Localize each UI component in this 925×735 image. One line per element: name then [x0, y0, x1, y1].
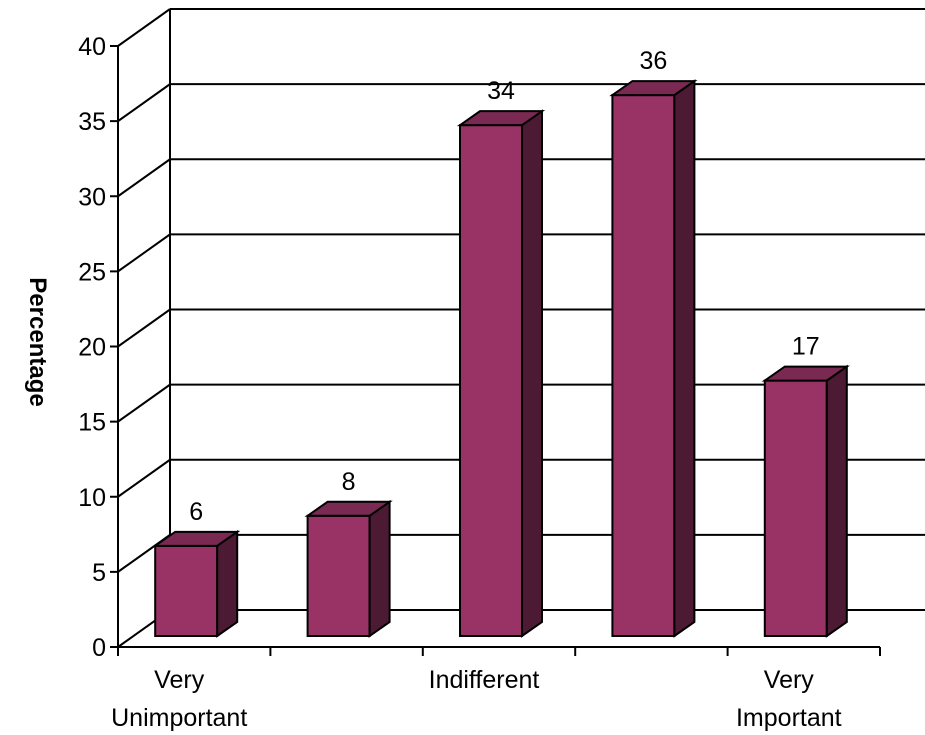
x-tick-label: Important	[736, 704, 842, 732]
x-axis-labels: Very Unimportant Indifferent Very Important	[111, 666, 842, 732]
x-tick-label: Indifferent	[429, 666, 540, 694]
data-labels: 6 8 34 36 17	[189, 47, 819, 526]
bar	[304, 499, 393, 638]
bar	[609, 79, 698, 638]
y-tick-label: 30	[78, 183, 106, 211]
axes: 0 5 10 15 20 25 30 35 40	[78, 33, 881, 662]
x-tick-label: Very	[764, 666, 815, 694]
bars	[152, 79, 850, 638]
y-tick-label: 20	[78, 334, 106, 362]
x-tick-label: Unimportant	[111, 704, 247, 732]
gridlines	[117, 8, 925, 648]
gridline-side	[117, 158, 171, 198]
bar-front	[763, 379, 828, 638]
bar-top	[761, 365, 850, 382]
bar-top	[456, 110, 546, 127]
bar	[152, 529, 241, 638]
bar	[761, 364, 850, 638]
y-tick-label: 40	[78, 33, 106, 61]
gridline-side	[117, 383, 171, 423]
data-label: 36	[639, 47, 667, 75]
y-axis-label: Percentage	[24, 277, 51, 406]
bar-side	[825, 364, 848, 638]
bar-top	[609, 80, 698, 97]
gridline-side	[117, 308, 171, 348]
gridline-side	[117, 458, 171, 498]
bar-front	[154, 544, 219, 637]
bar-side	[368, 499, 391, 638]
bar-side	[521, 109, 543, 638]
bar-front	[306, 514, 371, 637]
gridline-side	[117, 8, 171, 47]
bar-front	[611, 94, 676, 638]
data-label: 34	[487, 77, 515, 105]
y-tick-label: 35	[78, 108, 106, 136]
x-tick-label: Very	[154, 666, 205, 694]
gridline-side	[117, 83, 171, 122]
y-tick-label: 0	[92, 634, 106, 662]
bar-top	[152, 530, 241, 547]
bar-top	[304, 500, 393, 517]
bar	[456, 109, 546, 638]
data-label: 17	[792, 333, 820, 361]
y-tick-label: 15	[78, 409, 106, 437]
bar-side	[216, 529, 239, 638]
data-label: 6	[189, 498, 203, 526]
gridline-side	[117, 233, 171, 273]
y-tick-label: 5	[92, 559, 106, 587]
bar-front	[459, 124, 523, 638]
data-label: 8	[342, 468, 356, 496]
y-tick-label: 10	[78, 484, 106, 512]
bar-side	[673, 79, 696, 638]
y-tick-label: 25	[78, 258, 106, 286]
